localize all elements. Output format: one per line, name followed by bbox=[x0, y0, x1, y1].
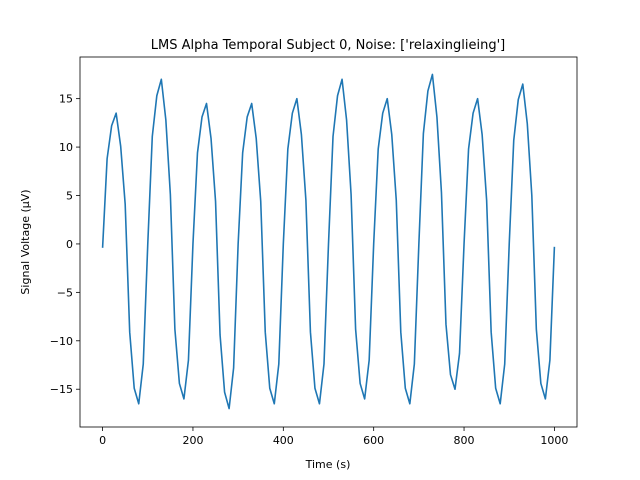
y-tick-label: −15 bbox=[50, 383, 73, 396]
signal-line bbox=[101, 73, 556, 410]
x-tick-label: 0 bbox=[99, 434, 106, 447]
y-axis-label: Signal Voltage (μV) bbox=[19, 189, 32, 294]
y-tick-label: 5 bbox=[66, 190, 73, 203]
y-tick-label: −10 bbox=[50, 335, 73, 348]
x-tick-label: 200 bbox=[182, 434, 203, 447]
y-tick-label: 15 bbox=[59, 93, 73, 106]
y-tick-label: 10 bbox=[59, 141, 73, 154]
x-axis-label: Time (s) bbox=[305, 458, 351, 471]
chart-title: LMS Alpha Temporal Subject 0, Noise: ['r… bbox=[151, 38, 505, 53]
x-tick-label: 400 bbox=[273, 434, 294, 447]
plot-frame bbox=[79, 56, 578, 428]
y-tick-label: −5 bbox=[57, 286, 73, 299]
x-tick-label: 600 bbox=[363, 434, 384, 447]
x-tick-label: 800 bbox=[454, 434, 475, 447]
y-tick-label: 0 bbox=[66, 238, 73, 251]
x-tick-label: 1000 bbox=[540, 434, 568, 447]
